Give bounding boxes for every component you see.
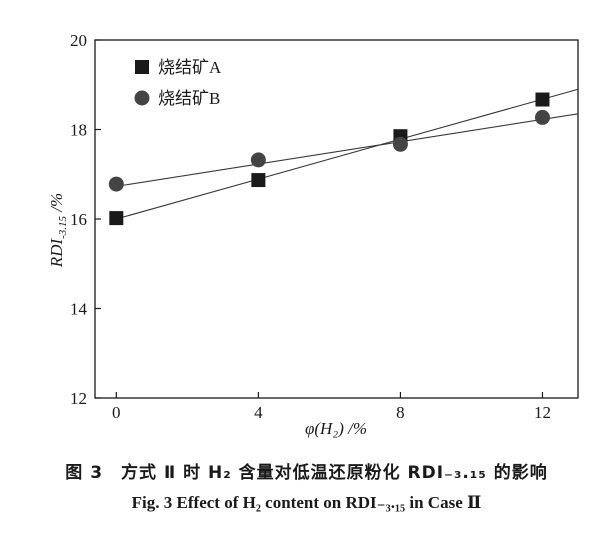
data-point-series-1 xyxy=(251,173,266,188)
x-axis-label: φ(H₂) /% xyxy=(305,419,367,438)
y-tick-label: 18 xyxy=(70,121,87,140)
legend-label-series-2: 烧结矿B xyxy=(158,89,220,108)
y-axis-label: RDI-3.15 /% xyxy=(47,193,69,268)
y-axis-ticks: 12 14 16 18 20 xyxy=(70,31,101,408)
y-axis-label-sub: -3.15 xyxy=(57,215,69,238)
data-point-series-1 xyxy=(109,211,124,226)
x-tick-label: 0 xyxy=(112,403,121,422)
data-point-series-2 xyxy=(534,109,550,125)
legend-marker-series-2 xyxy=(134,90,150,106)
fit-line-series-2 xyxy=(116,113,579,187)
x-axis-ticks: 0 4 8 12 xyxy=(112,392,551,422)
data-point-series-2 xyxy=(392,136,408,152)
y-axis-label-unit: /% xyxy=(47,193,66,216)
y-axis-label-main: RDI xyxy=(47,238,66,269)
y-tick-label: 20 xyxy=(70,31,87,50)
x-tick-label: 8 xyxy=(396,403,405,422)
data-point-series-2 xyxy=(250,152,266,168)
legend-label-series-1: 烧结矿A xyxy=(158,58,222,77)
y-tick-label: 14 xyxy=(70,300,88,319)
legend-marker-series-1 xyxy=(135,60,149,74)
fit-line-series-1 xyxy=(116,88,579,220)
x-tick-label: 12 xyxy=(534,403,551,422)
y-tick-label: 16 xyxy=(70,210,87,229)
y-tick-label: 12 xyxy=(70,389,87,408)
figure-caption-chinese: 图 3 方式 Ⅱ 时 H₂ 含量对低温还原粉化 RDI₋₃.₁₅ 的影响 xyxy=(65,463,548,483)
data-point-series-1 xyxy=(535,92,550,107)
x-tick-label: 4 xyxy=(254,403,263,422)
fit-lines xyxy=(116,88,579,220)
data-points xyxy=(108,92,550,226)
chart-figure: 12 14 16 18 20 0 4 8 12 烧结矿A 烧结矿B φ(H₂) /% RDI-3… xyxy=(47,31,579,438)
data-point-series-2 xyxy=(108,176,124,192)
legend: 烧结矿A 烧结矿B xyxy=(134,58,222,108)
figure-caption-english: Fig. 3 Effect of H₂ content on RDI₋₃.₁₅ … xyxy=(131,493,482,512)
